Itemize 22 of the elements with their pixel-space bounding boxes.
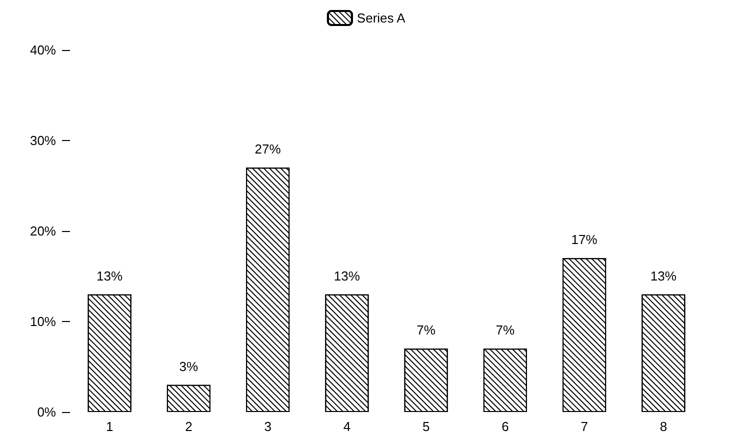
y-tick-label: 0% (37, 404, 56, 420)
x-tick-label: 7 (580, 419, 588, 434)
data-label: 3% (179, 358, 199, 374)
y-tick-label: 10% (30, 314, 56, 329)
data-label: 17% (571, 232, 598, 248)
y-tick-label: 40% (30, 42, 56, 58)
x-tick-label: 2 (185, 419, 192, 434)
y-tick-label: 20% (30, 224, 56, 238)
data-label: 7% (416, 322, 436, 338)
legend-label: Series A (356, 10, 406, 26)
data-label: 13% (334, 268, 360, 284)
data-label: 7% (496, 322, 516, 338)
x-tick-label: 6 (502, 419, 509, 434)
y-tick-label: 30% (30, 133, 56, 148)
x-tick-label: 8 (660, 419, 668, 434)
x-tick-label: 5 (422, 419, 430, 434)
data-label: 13% (96, 268, 124, 284)
data-label: 27% (254, 142, 282, 157)
x-tick-label: 3 (264, 419, 272, 434)
data-label: 13% (650, 268, 677, 284)
x-tick-label: 4 (343, 419, 351, 434)
x-tick-label: 1 (106, 419, 114, 434)
